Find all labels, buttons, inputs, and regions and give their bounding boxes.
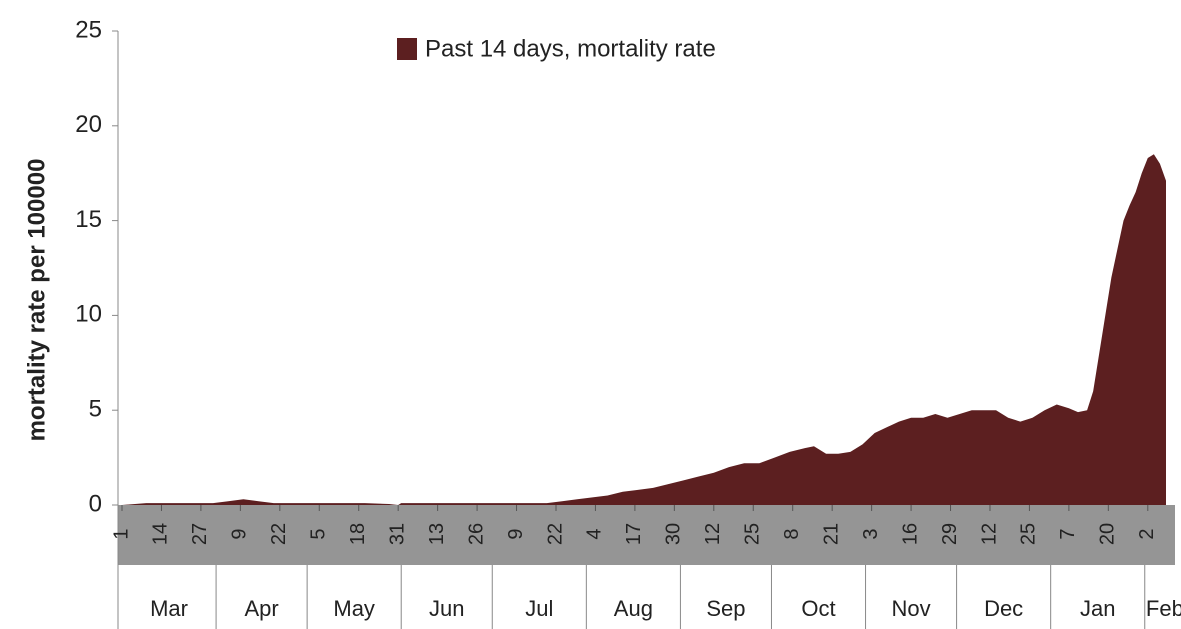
- y-tick-label: 25: [75, 16, 102, 43]
- x-tick-label: 22: [268, 523, 290, 545]
- x-tick-label: 13: [426, 523, 448, 545]
- x-tick-label: 27: [189, 523, 211, 545]
- y-tick-label: 10: [75, 301, 102, 328]
- month-label: Sep: [706, 596, 745, 621]
- area: [122, 154, 1166, 506]
- x-tick-label: 22: [544, 523, 566, 545]
- month-label: Jan: [1080, 596, 1115, 621]
- legend-swatch: [397, 38, 417, 60]
- x-tick-label: 14: [150, 523, 172, 545]
- x-tick-label: 2: [1136, 528, 1158, 539]
- x-tick-label: 20: [1097, 523, 1119, 545]
- y-tick-label: 0: [89, 490, 102, 517]
- x-tick-label: 21: [820, 523, 842, 545]
- x-tick-label: 29: [939, 523, 961, 545]
- x-tick-label: 25: [1018, 523, 1040, 545]
- x-tick-label: 9: [505, 528, 527, 539]
- month-label: Nov: [892, 596, 931, 621]
- legend-label: Past 14 days, mortality rate: [425, 35, 716, 62]
- month-label: Mar: [150, 596, 188, 621]
- x-tick-label: 18: [347, 523, 369, 545]
- x-tick-label: 9: [229, 528, 251, 539]
- y-tick-label: 20: [75, 111, 102, 138]
- x-tick-label: 12: [978, 523, 1000, 545]
- day-band: [118, 505, 1175, 565]
- x-tick-label: 5: [308, 528, 330, 539]
- month-label: Feb: [1146, 596, 1181, 621]
- x-tick-label: 7: [1057, 528, 1079, 539]
- x-tick-label: 4: [584, 528, 606, 539]
- y-tick-label: 5: [89, 396, 102, 423]
- x-tick-label: 16: [899, 523, 921, 545]
- month-label: May: [333, 596, 375, 621]
- month-label: Dec: [984, 596, 1023, 621]
- month-label: Jun: [429, 596, 464, 621]
- month-label: Oct: [801, 596, 835, 621]
- x-tick-label: 26: [465, 523, 487, 545]
- y-tick-label: 15: [75, 206, 102, 233]
- x-tick-label: 12: [702, 523, 724, 545]
- x-tick-label: 8: [781, 528, 803, 539]
- month-label: Apr: [244, 596, 278, 621]
- x-tick-label: 3: [860, 528, 882, 539]
- x-tick-label: 30: [663, 523, 685, 545]
- x-tick-label: 31: [386, 523, 408, 545]
- x-tick-label: 25: [742, 523, 764, 545]
- x-tick-label: 1: [110, 528, 132, 539]
- month-label: Aug: [614, 596, 653, 621]
- x-tick-label: 17: [623, 523, 645, 545]
- month-label: Jul: [525, 596, 553, 621]
- y-axis-label: mortality rate per 100000: [23, 159, 50, 442]
